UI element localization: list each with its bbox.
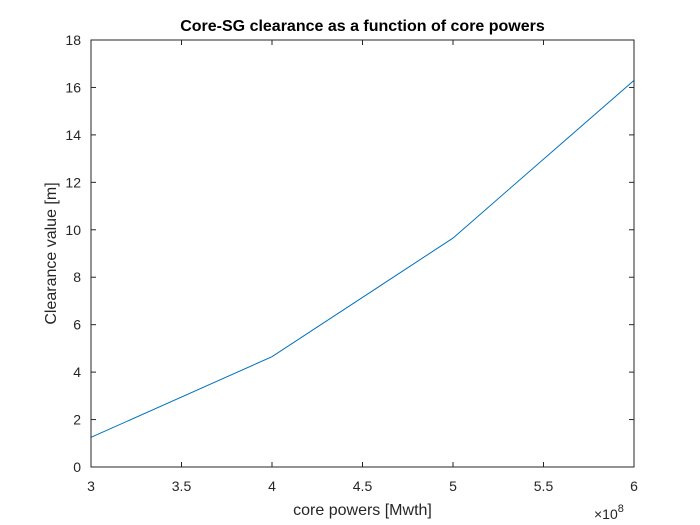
x-tick-label-2: 4	[268, 478, 276, 494]
y-tick-label-2: 4	[73, 364, 81, 380]
x-tick-label-6: 6	[630, 478, 638, 494]
y-tick-label-7: 14	[65, 127, 81, 143]
y-axis-ticks: 0 2 4 6 8 10 12 14 16 18	[65, 32, 634, 475]
x-tick-label-5: 5.5	[534, 478, 554, 494]
y-axis-label: Clearance value [m]	[43, 182, 60, 324]
y-tick-label-3: 6	[73, 317, 81, 333]
series-layer	[90, 79, 635, 438]
y-tick-label-1: 2	[73, 412, 81, 428]
x-axis-ticks: 3 3.5 4 4.5 5 5.5 6	[87, 40, 638, 494]
y-tick-label-9: 18	[65, 32, 81, 48]
x-tick-label-3: 4.5	[353, 478, 373, 494]
y-tick-label-4: 8	[73, 269, 81, 285]
chart-title: Core-SG clearance as a function of core …	[180, 18, 545, 35]
axes-box	[90, 39, 635, 468]
y-tick-label-8: 16	[65, 79, 81, 95]
x-axis-label: core powers [Mwth]	[293, 502, 432, 519]
x-exponent-base: ×10	[594, 506, 618, 522]
x-tick-label-0: 3	[87, 478, 95, 494]
y-tick-label-5: 10	[65, 222, 81, 238]
series-line-0	[90, 79, 635, 438]
y-tick-label-0: 0	[73, 459, 81, 475]
x-tick-label-1: 3.5	[172, 478, 192, 494]
y-tick-label-6: 12	[65, 174, 81, 190]
x-tick-label-4: 5	[449, 478, 457, 494]
x-axis-exponent: ×108	[594, 503, 624, 522]
plot-area	[91, 40, 634, 467]
x-exponent-power: 8	[618, 503, 624, 515]
